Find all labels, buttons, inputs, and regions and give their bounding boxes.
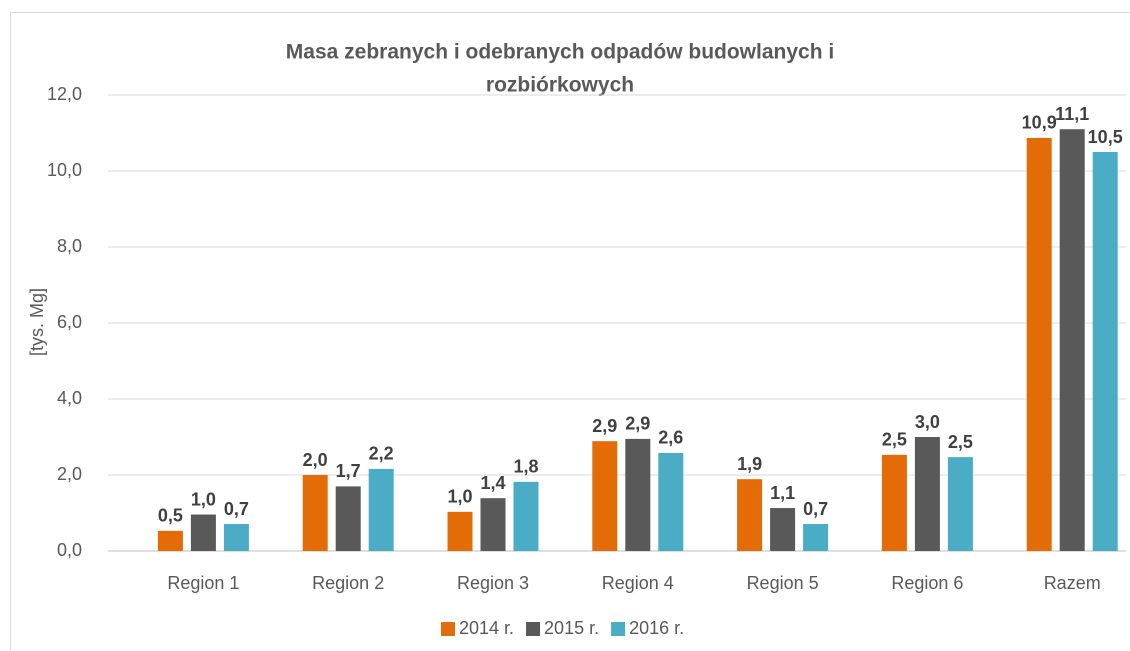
bar	[737, 479, 763, 551]
bar	[368, 468, 394, 551]
bar	[447, 511, 473, 551]
legend-swatch	[441, 622, 455, 636]
bar	[1092, 152, 1118, 551]
bar	[914, 437, 940, 551]
bar	[157, 530, 183, 551]
y-tick-label: 4,0	[57, 388, 82, 408]
x-tick-label: Region 3	[457, 573, 529, 593]
bar	[302, 475, 328, 551]
bar	[881, 454, 907, 551]
bar	[658, 452, 684, 551]
value-label: 1,0	[447, 487, 472, 507]
value-label: 1,9	[737, 454, 762, 474]
y-tick-label: 2,0	[57, 464, 82, 484]
x-tick-label: Region 6	[891, 573, 963, 593]
y-axis-label: [tys. Mg]	[27, 288, 47, 356]
x-tick-label: Region 2	[312, 573, 384, 593]
value-label: 2,9	[592, 416, 617, 436]
legend-swatch	[526, 622, 541, 636]
y-tick-label: 6,0	[57, 312, 82, 332]
bar	[480, 498, 506, 551]
value-label: 10,9	[1022, 113, 1057, 133]
x-tick-label: Razem	[1044, 573, 1101, 593]
value-label: 2,6	[658, 428, 683, 448]
bar	[223, 524, 249, 551]
y-tick-label: 10,0	[47, 160, 82, 180]
chart-border	[10, 12, 1130, 651]
bar	[1059, 129, 1085, 551]
value-label: 0,7	[803, 499, 828, 519]
legend-label: 2015 r.	[544, 618, 599, 638]
value-label: 0,7	[224, 499, 249, 519]
bar	[335, 486, 361, 551]
bar	[513, 481, 539, 551]
bar	[1026, 137, 1052, 551]
value-label: 2,0	[303, 450, 328, 470]
value-label: 1,4	[480, 473, 505, 493]
y-tick-label: 0,0	[57, 540, 82, 560]
y-tick-label: 12,0	[47, 84, 82, 104]
x-tick-label: Region 1	[167, 573, 239, 593]
value-label: 0,5	[158, 506, 183, 526]
bar	[190, 514, 216, 551]
value-label: 10,5	[1088, 127, 1123, 147]
value-label: 3,0	[915, 412, 940, 432]
x-tick-label: Region 5	[747, 573, 819, 593]
chart-title: Masa zebranych i odebranych odpadów budo…	[286, 41, 834, 64]
chart-title: rozbiórkowych	[486, 74, 634, 97]
value-label: 1,8	[513, 457, 538, 477]
x-tick-label: Region 4	[602, 573, 674, 593]
value-label: 11,1	[1055, 104, 1089, 124]
value-label: 2,5	[882, 430, 907, 450]
bar	[592, 441, 618, 551]
bar	[625, 438, 651, 551]
bar	[947, 457, 973, 551]
legend-swatch	[611, 622, 626, 636]
value-label: 1,7	[336, 461, 361, 481]
y-tick-label: 8,0	[57, 236, 82, 256]
value-label: 2,5	[948, 432, 973, 452]
legend-label: 2016 r.	[629, 618, 684, 638]
value-label: 1,0	[191, 489, 216, 509]
value-label: 2,9	[625, 414, 650, 434]
bar	[803, 524, 829, 551]
legend-label: 2014 r.	[459, 618, 514, 638]
value-label: 2,2	[369, 444, 394, 464]
bar	[770, 508, 796, 551]
value-label: 1,1	[770, 483, 795, 503]
